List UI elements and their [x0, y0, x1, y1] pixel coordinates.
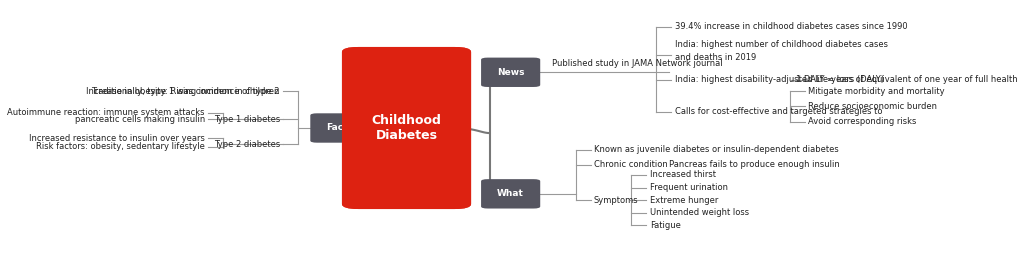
- Text: Avoid corresponding risks: Avoid corresponding risks: [808, 117, 916, 126]
- Text: Known as juvenile diabetes or insulin-dependent diabetes: Known as juvenile diabetes or insulin-de…: [594, 145, 839, 154]
- Text: Published study in JAMA Network journal: Published study in JAMA Network journal: [552, 59, 723, 68]
- Text: Mitigate morbidity and mortality: Mitigate morbidity and mortality: [808, 87, 945, 96]
- Text: Pancreas fails to produce enough insulin: Pancreas fails to produce enough insulin: [669, 160, 840, 169]
- Text: Childhood
Diabetes: Childhood Diabetes: [372, 114, 441, 142]
- Text: Facts: Facts: [327, 123, 353, 133]
- Text: 39.4% increase in childhood diabetes cases since 1990: 39.4% increase in childhood diabetes cas…: [675, 22, 907, 31]
- Text: Calls for cost-effective and targeted strategies to: Calls for cost-effective and targeted st…: [675, 107, 883, 116]
- Text: Risk factors: obesity, sedentary lifestyle: Risk factors: obesity, sedentary lifesty…: [36, 143, 205, 152]
- Text: India: highest number of childhood diabetes cases: India: highest number of childhood diabe…: [675, 40, 888, 49]
- Text: News: News: [497, 68, 524, 77]
- Text: India: highest disability-adjusted life-years (DALY): India: highest disability-adjusted life-…: [675, 75, 884, 84]
- Text: and deaths in 2019: and deaths in 2019: [675, 52, 756, 62]
- FancyBboxPatch shape: [310, 113, 370, 143]
- Text: Increase in obesity: Rising incidence of type 2: Increase in obesity: Rising incidence of…: [86, 87, 280, 96]
- Text: Fatigue: Fatigue: [650, 221, 681, 230]
- Text: Frequent urination: Frequent urination: [650, 183, 728, 192]
- FancyBboxPatch shape: [342, 47, 471, 209]
- Text: Increased resistance to insulin over years: Increased resistance to insulin over yea…: [29, 134, 205, 143]
- FancyBboxPatch shape: [481, 58, 541, 87]
- FancyBboxPatch shape: [481, 179, 541, 209]
- Text: Type 1 diabetes: Type 1 diabetes: [214, 115, 280, 124]
- Text: What: What: [498, 189, 524, 198]
- Text: Type 2 diabetes: Type 2 diabetes: [214, 140, 280, 149]
- FancyBboxPatch shape: [342, 47, 471, 209]
- Text: 1 DALY = loss of equivalent of one year of full health: 1 DALY = loss of equivalent of one year …: [796, 75, 1017, 84]
- Text: pancreatic cells making insulin: pancreatic cells making insulin: [75, 115, 205, 124]
- Text: Autoimmune reaction: immune system attacks: Autoimmune reaction: immune system attac…: [7, 108, 205, 117]
- Text: Extreme hunger: Extreme hunger: [650, 196, 718, 205]
- Text: Unintended weight loss: Unintended weight loss: [650, 208, 749, 217]
- Text: Chronic condition: Chronic condition: [594, 160, 668, 169]
- Text: Increased thirst: Increased thirst: [650, 170, 716, 179]
- Text: Traditionally, type 1 was common in children: Traditionally, type 1 was common in chil…: [91, 87, 280, 96]
- Text: Childhood
Diabetes: Childhood Diabetes: [372, 114, 441, 142]
- Text: Reduce socioeconomic burden: Reduce socioeconomic burden: [808, 102, 937, 111]
- Text: Symptoms: Symptoms: [594, 196, 639, 205]
